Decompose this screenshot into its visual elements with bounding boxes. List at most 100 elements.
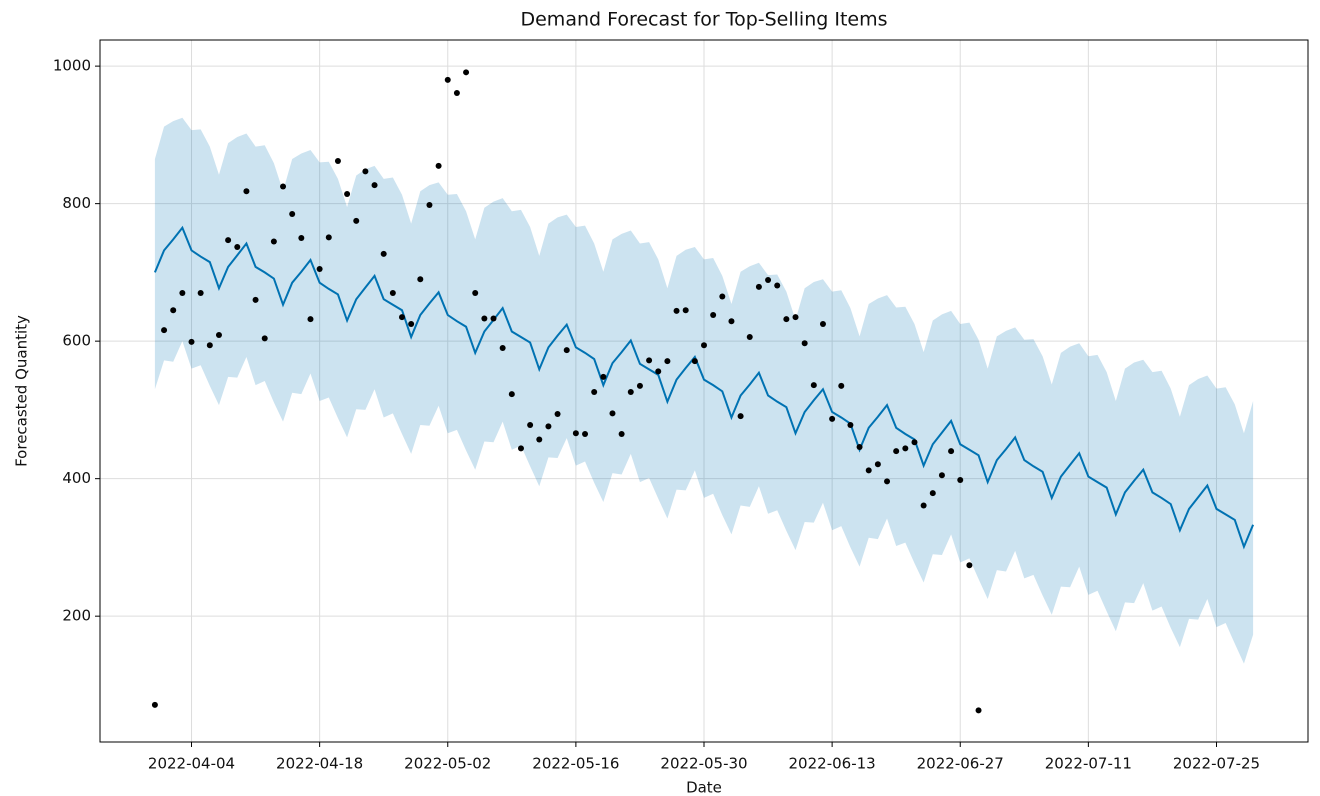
observed-point xyxy=(737,413,744,420)
x-tick-label: 2022-04-18 xyxy=(276,755,363,773)
observed-point xyxy=(161,327,168,334)
observed-point xyxy=(490,315,497,322)
y-tick-label: 1000 xyxy=(53,57,91,75)
observed-point xyxy=(966,562,973,569)
observed-point xyxy=(563,347,570,354)
observed-point xyxy=(179,290,186,297)
observed-point xyxy=(829,415,836,422)
observed-point xyxy=(627,389,634,396)
observed-point xyxy=(243,188,250,195)
observed-point xyxy=(591,389,598,396)
observed-point xyxy=(170,307,177,314)
observed-point xyxy=(856,444,863,451)
x-tick-label: 2022-05-02 xyxy=(404,755,491,773)
observed-point xyxy=(453,89,460,96)
x-tick-label: 2022-06-27 xyxy=(917,755,1004,773)
observed-point xyxy=(554,411,561,418)
observed-point xyxy=(664,358,671,365)
observed-point xyxy=(298,235,305,242)
x-tick-label: 2022-07-25 xyxy=(1173,755,1260,773)
observed-point xyxy=(215,331,222,338)
x-tick-label: 2022-06-13 xyxy=(789,755,876,773)
observed-point xyxy=(316,265,323,272)
observed-point xyxy=(307,316,314,323)
plot-area xyxy=(151,69,1255,714)
observed-point xyxy=(572,430,579,437)
y-tick-label: 400 xyxy=(62,469,91,487)
forecast-line xyxy=(153,225,1255,550)
observed-point xyxy=(463,69,470,76)
observed-point xyxy=(948,448,955,455)
y-tick-label: 800 xyxy=(62,194,91,212)
observed-point xyxy=(609,410,616,417)
uncertainty-band xyxy=(154,117,1254,664)
observed-point xyxy=(545,423,552,430)
observed-point xyxy=(399,314,405,321)
observed-point xyxy=(755,283,762,290)
observed-point xyxy=(874,461,881,468)
observed-point xyxy=(206,342,213,349)
observed-point xyxy=(151,701,158,708)
observed-point xyxy=(893,448,900,455)
observed-point xyxy=(847,422,854,429)
observed-point xyxy=(838,382,845,389)
observed-point xyxy=(380,250,387,257)
y-tick-label: 200 xyxy=(62,607,91,625)
y-axis-label: Forecasted Quantity xyxy=(13,315,31,467)
observed-point xyxy=(435,162,442,169)
x-tick-label: 2022-05-30 xyxy=(660,755,747,773)
observed-point xyxy=(197,290,204,297)
x-tick-label: 2022-07-11 xyxy=(1045,755,1132,773)
observed-point xyxy=(472,290,479,297)
observed-point xyxy=(911,439,918,446)
x-axis-label: Date xyxy=(686,779,722,796)
x-tick-label: 2022-04-04 xyxy=(148,755,235,773)
observed-point xyxy=(719,293,726,300)
observed-point xyxy=(188,338,195,345)
observed-point xyxy=(618,430,625,437)
observed-point xyxy=(774,282,781,289)
observed-point xyxy=(582,430,589,437)
observed-point xyxy=(344,191,351,198)
observed-point xyxy=(334,158,341,165)
observed-point xyxy=(280,183,287,190)
observed-point xyxy=(691,358,698,365)
grid xyxy=(100,40,1308,742)
observed-point xyxy=(270,238,277,245)
x-tick-label: 2022-05-16 xyxy=(532,755,619,773)
observed-point xyxy=(957,477,964,484)
observed-point xyxy=(225,237,232,244)
observed-point xyxy=(289,210,296,217)
observed-point xyxy=(929,490,936,497)
observed-point xyxy=(353,217,360,224)
observed-point xyxy=(902,445,909,452)
observed-point xyxy=(362,168,369,175)
observed-point xyxy=(508,391,515,398)
observed-point xyxy=(819,320,826,327)
observed-point xyxy=(389,290,396,297)
y-tick-label: 600 xyxy=(62,332,91,350)
observed-point xyxy=(426,202,433,209)
observed-point xyxy=(646,357,653,364)
observed-point xyxy=(701,342,707,349)
observed-point xyxy=(481,315,488,322)
observed-point xyxy=(234,243,241,250)
observed-point xyxy=(810,382,817,389)
observed-point xyxy=(682,307,689,314)
observed-point xyxy=(728,318,735,325)
observed-point xyxy=(920,502,927,509)
observed-point xyxy=(499,345,506,352)
observed-point xyxy=(975,707,982,714)
observed-point xyxy=(765,276,772,283)
observed-point xyxy=(636,382,643,389)
observed-point xyxy=(655,368,662,375)
observed-point xyxy=(938,472,945,479)
observed-point xyxy=(792,314,799,321)
observed-point xyxy=(783,316,790,323)
observed-point xyxy=(865,467,872,474)
observed-point xyxy=(408,320,415,327)
observed-point xyxy=(884,478,891,485)
observed-point xyxy=(673,307,680,314)
observed-point xyxy=(444,76,451,83)
